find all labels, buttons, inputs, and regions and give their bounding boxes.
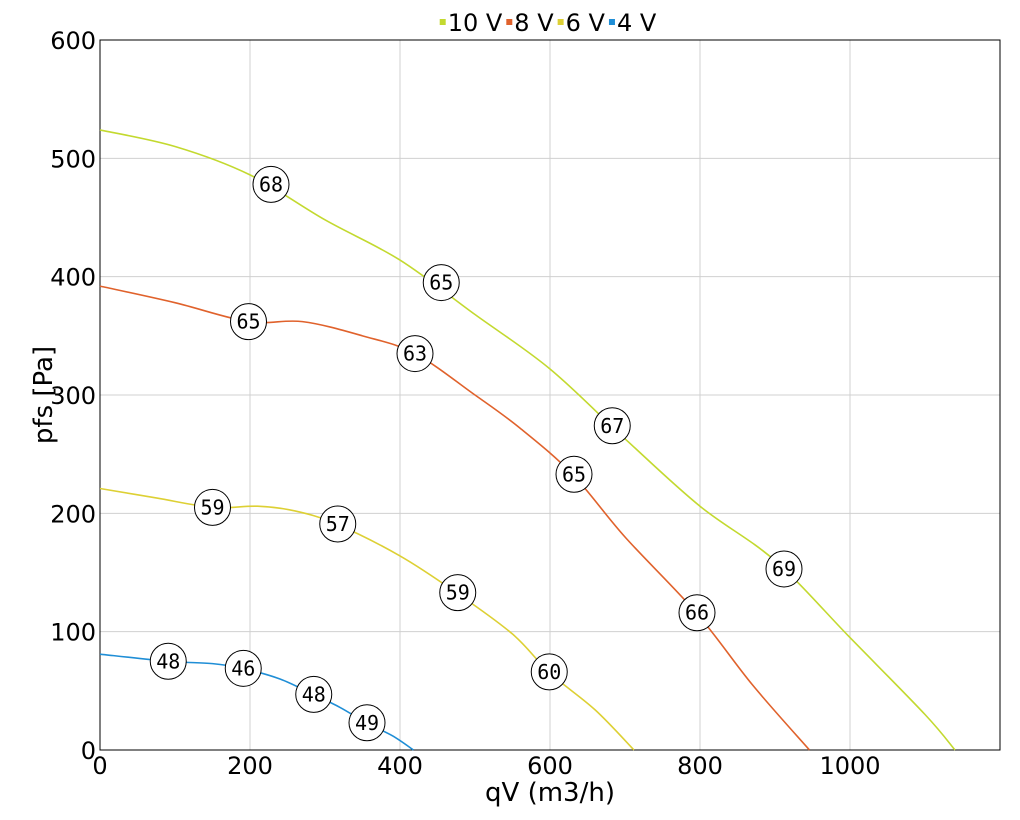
x-axis-label: qV (m3/h) <box>485 778 615 808</box>
legend-item: 8 V <box>506 9 554 37</box>
x-tick-label: 1000 <box>819 752 880 780</box>
sound-level-marker: 57 <box>319 505 357 543</box>
marker-label: 66 <box>685 601 709 625</box>
y-tick-label: 500 <box>50 145 96 173</box>
legend-label: 4 V <box>617 9 657 37</box>
marker-label: 63 <box>403 342 427 366</box>
sound-level-marker: 69 <box>765 550 803 588</box>
legend-swatch <box>439 19 446 25</box>
marker-circle <box>555 455 593 493</box>
marker-label: 67 <box>600 414 624 438</box>
sound-level-marker: 59 <box>194 488 231 526</box>
y-axis-ticks: 0 100 200 300 400 500 600 <box>50 27 96 765</box>
marker-circle <box>194 488 231 526</box>
y-tick-label: 400 <box>50 264 96 292</box>
marker-circle <box>530 653 568 691</box>
marker-label: 68 <box>259 172 283 196</box>
marker-circle <box>348 704 386 742</box>
marker-label: 65 <box>562 462 586 486</box>
marker-circle <box>593 407 631 445</box>
marker-circle <box>295 675 333 713</box>
marker-label: 59 <box>200 495 224 519</box>
marker-label: 65 <box>429 271 453 295</box>
marker-circle <box>319 505 357 543</box>
x-axis-ticks: 0 200 400 600 800 1000 <box>92 752 880 780</box>
y-tick-label: 0 <box>81 737 96 765</box>
x-tick-label: 600 <box>527 752 573 780</box>
series-lines <box>99 129 956 751</box>
sound-level-marker: 65 <box>422 264 460 302</box>
marker-label: 57 <box>326 512 350 536</box>
marker-label: 48 <box>156 649 180 673</box>
legend-item: 10 V <box>439 9 503 37</box>
marker-label: 69 <box>772 557 796 581</box>
marker-circle <box>765 550 803 588</box>
legend-swatch <box>557 19 564 25</box>
legend: 10 V 8 V 6 V 4 V <box>439 9 657 37</box>
marker-circle <box>439 574 477 612</box>
sound-level-marker: 63 <box>396 335 434 373</box>
marker-circle <box>149 642 187 680</box>
marker-circle <box>252 165 290 203</box>
sound-level-marker: 65 <box>230 303 267 341</box>
x-tick-label: 400 <box>377 752 423 780</box>
sound-level-marker: 67 <box>593 407 631 445</box>
y-tick-label: 600 <box>50 27 96 55</box>
y-tick-label: 200 <box>50 500 96 528</box>
y-tick-label: 300 <box>50 382 96 410</box>
sound-level-marker: 60 <box>530 653 568 691</box>
legend-item: 6 V <box>557 9 606 37</box>
sound-level-marker: 46 <box>224 649 262 687</box>
legend-label: 8 V <box>514 9 554 37</box>
legend-label: 6 V <box>566 9 606 37</box>
x-tick-label: 0 <box>92 752 107 780</box>
sound-level-markers: 68 65 67 69 65 63 65 66 59 57 59 60 48 46 48 49 <box>149 165 803 742</box>
sound-level-marker: 68 <box>252 165 290 203</box>
grid-lines <box>99 39 1000 751</box>
marker-circle <box>396 335 434 373</box>
marker-label: 59 <box>446 581 470 605</box>
marker-circle <box>224 649 262 687</box>
legend-item: 4 V <box>608 9 657 37</box>
marker-label: 60 <box>537 660 561 684</box>
marker-circle <box>230 303 267 341</box>
legend-swatch <box>506 19 513 25</box>
x-tick-label: 800 <box>677 752 723 780</box>
marker-circle <box>422 264 460 302</box>
sound-level-marker: 48 <box>149 642 187 680</box>
sound-level-marker: 49 <box>348 704 386 742</box>
legend-swatch <box>608 19 615 25</box>
legend-label: 10 V <box>448 9 503 37</box>
sound-level-marker: 48 <box>295 675 333 713</box>
marker-label: 48 <box>302 682 326 706</box>
series-line-10v <box>99 129 956 751</box>
marker-label: 46 <box>231 656 255 680</box>
x-tick-label: 200 <box>227 752 273 780</box>
marker-label: 49 <box>355 711 379 735</box>
marker-circle <box>678 594 716 632</box>
sound-level-marker: 65 <box>555 455 593 493</box>
sound-level-marker: 59 <box>439 574 477 612</box>
y-tick-label: 100 <box>50 619 96 647</box>
plot-area-border <box>99 39 1001 751</box>
y-axis-label: pfs [Pa] <box>29 346 59 444</box>
sound-level-marker: 66 <box>678 594 716 632</box>
marker-label: 65 <box>236 310 260 334</box>
